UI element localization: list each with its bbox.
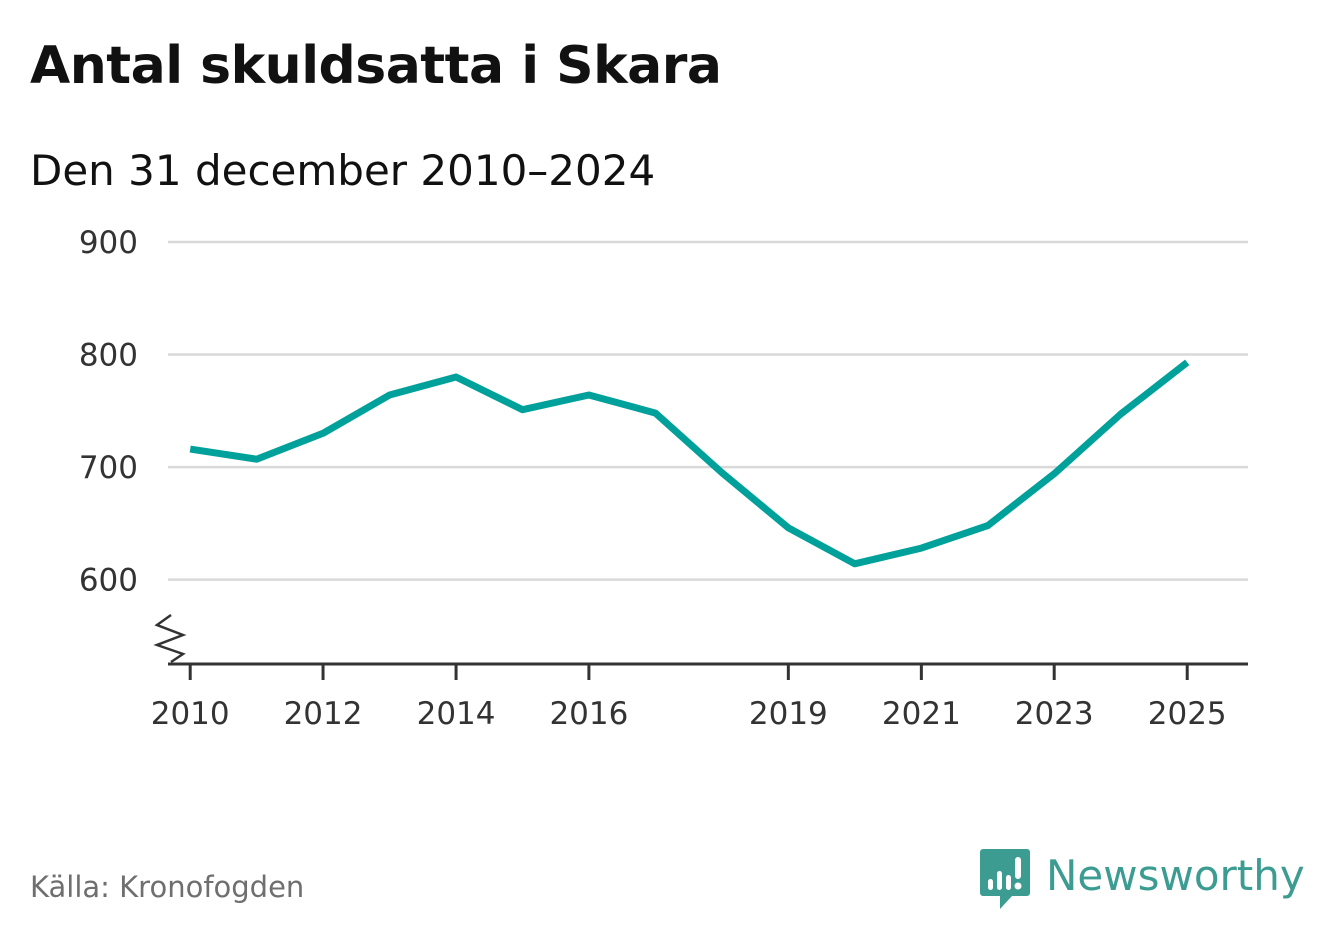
y-tick-label: 700 [79, 450, 138, 486]
x-tick-label: 2016 [549, 696, 628, 732]
axis-break-marker [153, 613, 187, 664]
chart-title: Antal skuldsatta i Skara [30, 36, 722, 96]
x-tick-label: 2019 [749, 696, 828, 732]
series-layer [189, 359, 1190, 568]
x-tick-label: 2025 [1148, 696, 1227, 732]
y-tick-label: 800 [79, 338, 138, 374]
gridlines [168, 240, 1248, 581]
brand-name: Newsworthy [1046, 850, 1305, 900]
y-tick-label: 900 [79, 225, 138, 261]
y-tick-labels: 600 700 800 900 [79, 225, 138, 599]
series-line [189, 359, 1190, 568]
x-axis [153, 613, 1248, 680]
brand-logo[interactable]: Newsworthy [980, 848, 1305, 912]
x-tick-label: 2023 [1015, 696, 1094, 732]
source-note: Källa: Kronofogden [30, 870, 305, 904]
y-tick-label: 600 [79, 563, 138, 599]
x-tick-labels: 2010 2012 2014 2016 2019 2021 2023 2025 [151, 696, 1227, 732]
x-tick-label: 2014 [417, 696, 496, 732]
newsworthy-logo-icon [980, 849, 1030, 909]
chart-subtitle: Den 31 december 2010–2024 [30, 146, 656, 195]
x-tick-label: 2021 [882, 696, 961, 732]
x-tick-label: 2012 [284, 696, 363, 732]
x-tick-label: 2010 [151, 696, 230, 732]
